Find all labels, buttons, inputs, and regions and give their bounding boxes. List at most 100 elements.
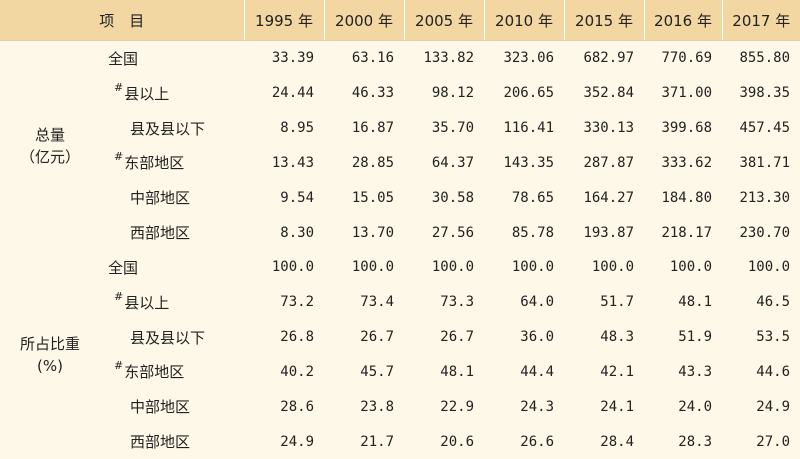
table-row: 西部地区 24.9 21.7 20.6 26.6 28.4 28.3 27.0 <box>0 424 800 459</box>
value-cell: 399.68 <box>661 120 713 137</box>
table-row: #东部地区 40.2 45.7 48.1 44.4 42.1 43.3 44.6 <box>0 354 800 389</box>
header-year-2015: 2015 年 <box>564 0 645 41</box>
value-cell: 13.43 <box>271 154 315 171</box>
value-cell: 35.70 <box>431 120 475 137</box>
value-cell: 24.0 <box>678 398 713 415</box>
value-cell: 78.65 <box>511 189 555 206</box>
value-cell: 63.16 <box>351 50 395 67</box>
value-cell: 28.3 <box>678 433 713 450</box>
value-cell: 28.6 <box>280 398 315 415</box>
value-cell: 48.1 <box>440 363 475 380</box>
value-cell: 24.9 <box>756 398 791 415</box>
group-label: 总量 （亿元） <box>0 41 100 251</box>
value-cell: 20.6 <box>440 433 475 450</box>
row-label-text: 东部地区 <box>124 154 185 173</box>
value-cell: 73.2 <box>280 294 315 311</box>
value-cell: 44.4 <box>520 363 555 380</box>
row-label-text: 中部地区 <box>130 189 191 208</box>
row-label-text: 县及县以下 <box>130 119 206 138</box>
value-cell: 100.0 <box>669 259 713 276</box>
row-label: 西部地区 <box>100 424 244 459</box>
table-row: #县以上 24.44 46.33 98.12 206.65 352.84 371.00 398… <box>0 76 800 111</box>
header-year-2000: 2000 年 <box>324 0 405 41</box>
header-year-2005: 2005 年 <box>404 0 485 41</box>
value-cell: 46.33 <box>351 85 395 102</box>
value-cell: 26.7 <box>360 329 395 346</box>
value-cell: 33.39 <box>271 50 315 67</box>
table-header: 项 目 1995 年 2000 年 2005 年 2010 年 2015 年 2… <box>0 0 800 41</box>
value-cell: 24.44 <box>271 85 315 102</box>
header-year-2010: 2010 年 <box>484 0 565 41</box>
value-cell: 42.1 <box>600 363 635 380</box>
row-label-text: 县以上 <box>124 84 170 103</box>
value-cell: 13.70 <box>351 224 395 241</box>
value-cell: 457.45 <box>739 120 791 137</box>
row-label-text: 县及县以下 <box>130 328 206 347</box>
value-cell: 28.4 <box>600 433 635 450</box>
value-cell: 8.95 <box>280 120 315 137</box>
hash-mark: # <box>114 80 124 94</box>
header-year-1995: 1995 年 <box>244 0 325 41</box>
value-cell: 164.27 <box>583 189 635 206</box>
header-item: 项 目 <box>0 0 245 41</box>
value-cell: 51.7 <box>600 294 635 311</box>
hash-mark: # <box>114 150 124 164</box>
value-cell: 323.06 <box>503 50 555 67</box>
table-row: 县及县以下 26.8 26.7 26.7 36.0 48.3 51.9 53.5 <box>0 320 800 355</box>
value-cell: 100.0 <box>511 259 555 276</box>
table-row: 中部地区 9.54 15.05 30.58 78.65 164.27 184.80 213.3… <box>0 180 800 215</box>
header-row: 项 目 1995 年 2000 年 2005 年 2010 年 2015 年 2… <box>0 0 800 41</box>
row-label-text: 中部地区 <box>130 398 191 417</box>
value-cell: 53.5 <box>756 329 791 346</box>
value-cell: 21.7 <box>360 433 395 450</box>
table-row: 西部地区 8.30 13.70 27.56 85.78 193.87 218.17 230.7… <box>0 215 800 250</box>
value-cell: 100.0 <box>747 259 791 276</box>
value-cell: 28.85 <box>351 154 395 171</box>
value-cell: 143.35 <box>503 154 555 171</box>
value-cell: 100.0 <box>271 259 315 276</box>
row-label: #县以上 <box>100 285 244 320</box>
value-cell: 73.3 <box>440 294 475 311</box>
value-cell: 24.1 <box>600 398 635 415</box>
value-cell: 100.0 <box>431 259 475 276</box>
value-cell: 48.1 <box>678 294 713 311</box>
row-label-text: 全国 <box>108 258 139 277</box>
row-label: 县及县以下 <box>100 111 244 146</box>
value-cell: 27.56 <box>431 224 475 241</box>
row-label-text: 东部地区 <box>124 363 185 382</box>
value-cell: 770.69 <box>661 50 713 67</box>
value-cell: 193.87 <box>583 224 635 241</box>
value-cell: 30.58 <box>431 189 475 206</box>
value-cell: 40.2 <box>280 363 315 380</box>
header-year-2017: 2017 年 <box>722 0 800 41</box>
value-cell: 855.80 <box>739 50 791 67</box>
value-cell: 352.84 <box>583 85 635 102</box>
group-label-line2: （亿元） <box>19 147 80 166</box>
value-cell: 43.3 <box>678 363 713 380</box>
value-cell: 206.65 <box>503 85 555 102</box>
value-cell: 24.9 <box>280 433 315 450</box>
table-row: #县以上 73.2 73.4 73.3 64.0 51.7 48.1 46.5 <box>0 285 800 320</box>
header-year-2016: 2016 年 <box>644 0 723 41</box>
value-cell: 213.30 <box>739 189 791 206</box>
value-cell: 133.82 <box>423 50 475 67</box>
value-cell: 36.0 <box>520 329 555 346</box>
row-label-text: 县以上 <box>124 293 170 312</box>
value-cell: 184.80 <box>661 189 713 206</box>
value-cell: 330.13 <box>583 120 635 137</box>
value-cell: 48.3 <box>600 329 635 346</box>
value-cell: 22.9 <box>440 398 475 415</box>
table-row: #东部地区 13.43 28.85 64.37 143.35 287.87 333.62 38… <box>0 146 800 181</box>
group-label-line1: 总量 <box>34 125 65 144</box>
row-label: 全国 <box>100 41 244 76</box>
value-cell: 73.4 <box>360 294 395 311</box>
value-cell: 98.12 <box>431 85 475 102</box>
row-label: #县以上 <box>100 76 244 111</box>
table-row: 总量 （亿元） 全国 33.39 63.16 133.82 323.06 682.97 770.… <box>0 41 800 166</box>
row-label-text: 西部地区 <box>130 433 191 452</box>
value-cell: 16.87 <box>351 120 395 137</box>
value-cell: 100.0 <box>351 259 395 276</box>
value-cell: 8.30 <box>280 224 315 241</box>
value-cell: 26.8 <box>280 329 315 346</box>
value-cell: 287.87 <box>583 154 635 171</box>
